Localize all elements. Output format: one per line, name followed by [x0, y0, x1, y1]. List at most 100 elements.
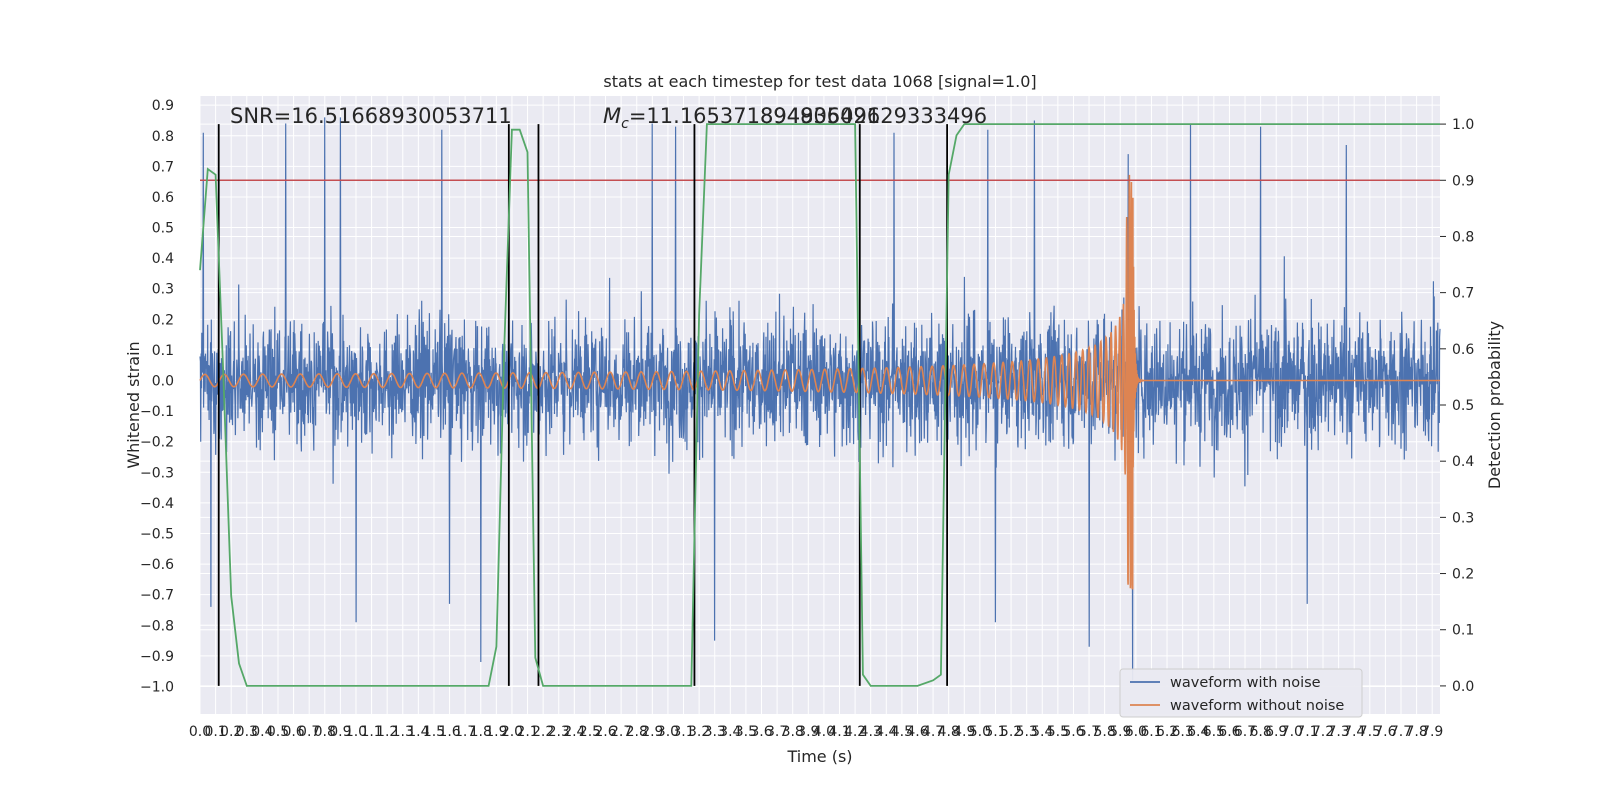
- x-tick-label: 4.9: [953, 724, 975, 740]
- x-tick-label: 3.7: [766, 724, 788, 740]
- x-tick-label: 0.1: [204, 724, 226, 740]
- x-tick-label: 1.9: [485, 724, 507, 740]
- noise-series: [199, 117, 1441, 681]
- x-tick-label: 1.0: [345, 724, 367, 740]
- y2-tick-label: 0.8: [1452, 229, 1474, 245]
- x-tick-label: 2.1: [516, 724, 538, 740]
- y-tick-label: 0.0: [152, 374, 174, 390]
- snr-annotation: SNR=16.51668930053711: [230, 104, 512, 128]
- x-tick-label: 0.4: [251, 724, 273, 740]
- y2-tick-label: 0.3: [1452, 510, 1474, 526]
- y-tick-label: −0.8: [140, 618, 174, 634]
- x-tick-label: 0.5: [267, 724, 289, 740]
- x-tick-label: 5.1: [984, 724, 1006, 740]
- x-tick-label: 5.0: [969, 724, 991, 740]
- mc-subscript: c: [621, 116, 629, 132]
- y-tick-label: −1.0: [140, 679, 174, 695]
- noise-line: [199, 117, 1441, 681]
- x-tick-label: 7.2: [1312, 724, 1334, 740]
- x-tick-label: 7.3: [1327, 724, 1349, 740]
- x-tick-label: 6.1: [1140, 724, 1162, 740]
- x-tick-label: 5.7: [1078, 724, 1100, 740]
- clean-line: [199, 174, 1440, 590]
- x-tick-label: 6.5: [1203, 724, 1225, 740]
- y-tick-label: 0.1: [152, 343, 174, 359]
- x-tick-label: 4.3: [860, 724, 882, 740]
- y2-tick-label: 0.7: [1452, 286, 1474, 302]
- x-tick-label: 5.8: [1094, 724, 1116, 740]
- x-tick-label: 5.3: [1016, 724, 1038, 740]
- clean-series: [199, 174, 1440, 590]
- x-tick-label: 6.7: [1234, 724, 1256, 740]
- ticks: 0.00.10.20.30.40.50.60.70.80.91.01.11.21…: [140, 98, 1474, 740]
- y-tick-label: 0.6: [152, 190, 174, 206]
- x-tick-label: 7.5: [1359, 724, 1381, 740]
- x-tick-label: 1.7: [454, 724, 476, 740]
- y-tick-label: 0.3: [152, 282, 174, 298]
- x-tick-label: 1.5: [423, 724, 445, 740]
- x-tick-label: 2.9: [641, 724, 663, 740]
- x-tick-label: 3.8: [782, 724, 804, 740]
- y-tick-label: −0.3: [140, 465, 174, 481]
- y-tick-label: 0.9: [152, 98, 174, 114]
- x-tick-label: 3.2: [688, 724, 710, 740]
- legend-box: [1119, 668, 1363, 718]
- x-tick-label: 2.0: [501, 724, 523, 740]
- y2-axis-label: Detection probability: [1485, 321, 1504, 489]
- x-tick-label: 7.4: [1343, 724, 1365, 740]
- x-tick-label: 6.0: [1125, 724, 1147, 740]
- y-tick-label: −0.7: [140, 588, 174, 604]
- x-tick-label: 2.3: [548, 724, 570, 740]
- x-tick-label: 0.2: [220, 724, 242, 740]
- y-tick-label: −0.4: [140, 496, 174, 512]
- x-tick-label: 7.0: [1281, 724, 1303, 740]
- x-tick-label: 1.6: [438, 724, 460, 740]
- x-tick-label: 0.7: [298, 724, 320, 740]
- x-tick-label: 7.6: [1374, 724, 1396, 740]
- x-tick-label: 2.8: [626, 724, 648, 740]
- x-tick-label: 6.2: [1156, 724, 1178, 740]
- y2-tick-label: 0.9: [1452, 173, 1474, 189]
- x-tick-label: 3.5: [735, 724, 757, 740]
- y-tick-label: 0.7: [152, 159, 174, 175]
- x-tick-label: 6.8: [1249, 724, 1271, 740]
- y-axis-label: Whitened strain: [124, 341, 143, 468]
- x-tick-label: 4.4: [875, 724, 897, 740]
- x-tick-label: 5.2: [1000, 724, 1022, 740]
- x-tick-label: 5.4: [1031, 724, 1053, 740]
- y-tick-label: 0.5: [152, 221, 174, 237]
- x-tick-label: 6.6: [1218, 724, 1240, 740]
- x-tick-label: 5.5: [1047, 724, 1069, 740]
- y-tick-label: −0.2: [140, 435, 174, 451]
- x-tick-label: 2.7: [610, 724, 632, 740]
- x-tick-label: 0.6: [282, 724, 304, 740]
- y2-tick-label: 0.2: [1452, 567, 1474, 583]
- x-tick-label: 4.2: [844, 724, 866, 740]
- x-tick-label: 0.9: [329, 724, 351, 740]
- x-tick-label: 6.3: [1172, 724, 1194, 740]
- legend: waveform with noise waveform without noi…: [1119, 668, 1363, 718]
- y-tick-label: −0.1: [140, 404, 174, 420]
- probability-series: [199, 123, 1440, 687]
- x-tick-label: 2.4: [563, 724, 585, 740]
- y-tick-label: 0.8: [152, 129, 174, 145]
- x-tick-label: 0.3: [236, 724, 258, 740]
- y-tick-label: 0.2: [152, 312, 174, 328]
- chart-title: stats at each timestep for test data 106…: [603, 72, 1036, 91]
- x-tick-label: 1.1: [360, 724, 382, 740]
- mc-symbol: M: [603, 104, 621, 128]
- legend-label-noise: waveform with noise: [1170, 675, 1321, 691]
- overlap-annotation: 89490509129333496: [760, 104, 987, 128]
- probability-line: [199, 123, 1440, 687]
- x-tick-label: 2.5: [579, 724, 601, 740]
- x-tick-label: 3.3: [704, 724, 726, 740]
- legend-label-clean: waveform without noise: [1170, 698, 1344, 714]
- y-tick-label: −0.5: [140, 526, 174, 542]
- x-tick-label: 6.4: [1187, 724, 1209, 740]
- y-tick-label: −0.9: [140, 649, 174, 665]
- x-tick-label: 3.9: [797, 724, 819, 740]
- x-tick-label: 5.9: [1109, 724, 1131, 740]
- x-tick-label: 4.5: [891, 724, 913, 740]
- x-tick-label: 1.2: [376, 724, 398, 740]
- y-tick-label: 0.4: [152, 251, 174, 267]
